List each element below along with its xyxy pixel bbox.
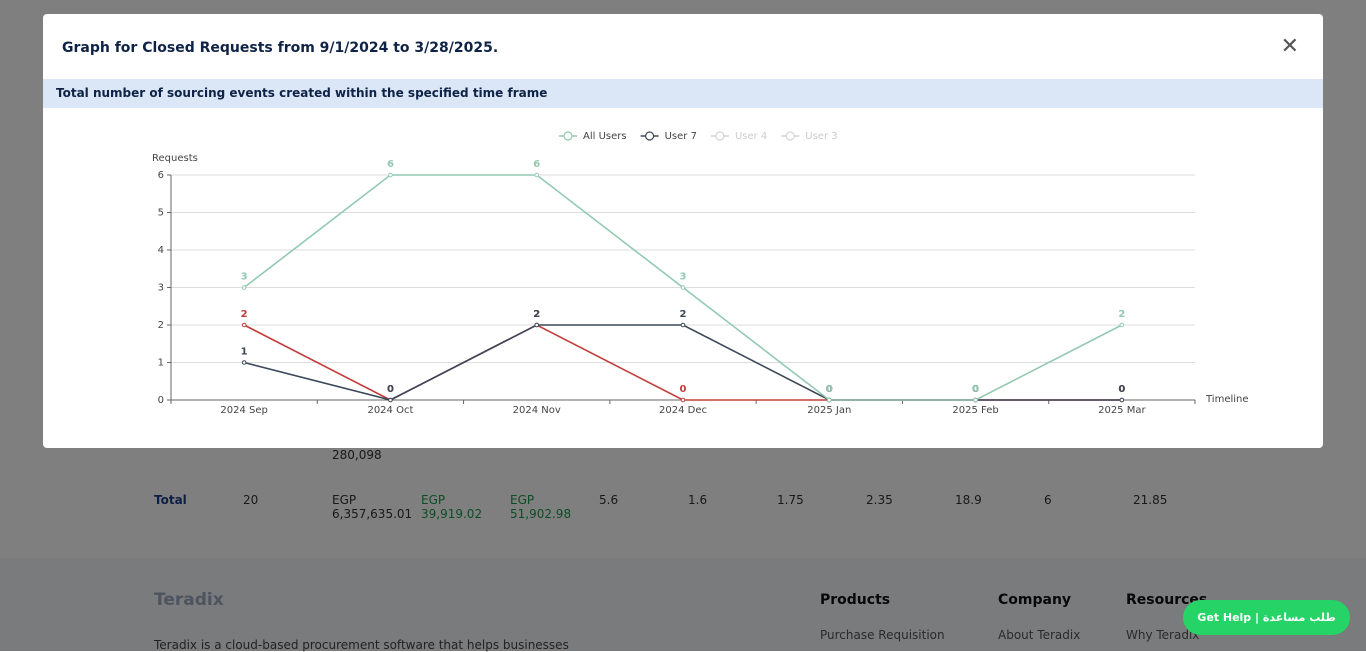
- data-label: 1: [241, 347, 248, 358]
- point: [1120, 398, 1124, 402]
- help-button[interactable]: Get Help | طلب مساعدة: [1183, 600, 1350, 635]
- subtitle-band: Total number of sourcing events created …: [43, 79, 1323, 108]
- data-label: 3: [241, 272, 248, 283]
- y-tick-label: 5: [158, 208, 164, 219]
- data-label: 0: [972, 384, 979, 395]
- legend-label[interactable]: User 4: [735, 131, 767, 142]
- x-tick-label: 2024 Nov: [513, 405, 561, 416]
- point: [242, 323, 246, 327]
- x-tick-label: 2025 Jan: [807, 405, 851, 416]
- point: [974, 398, 978, 402]
- x-tick-label: 2024 Oct: [367, 405, 413, 416]
- data-label: 2: [241, 309, 248, 320]
- modal-subtitle: Total number of sourcing events created …: [56, 86, 547, 100]
- data-label: 6: [387, 159, 394, 170]
- chart: Requests Timeline 0 1 2 3 4 5 6 2024 Sep 2024 Oct 2…: [43, 114, 1323, 454]
- data-label: 0: [680, 384, 687, 395]
- x-tick-label: 2024 Sep: [220, 405, 267, 416]
- legend-label[interactable]: All Users: [583, 131, 627, 142]
- y-tick-label: 0: [158, 395, 164, 406]
- x-tick-label: 2024 Dec: [659, 405, 707, 416]
- point: [389, 398, 393, 402]
- legend-label[interactable]: User 3: [805, 131, 837, 142]
- modal-title: Graph for Closed Requests from 9/1/2024 …: [62, 40, 498, 56]
- point: [242, 361, 246, 365]
- data-label: 2: [533, 309, 540, 320]
- data-label: 3: [680, 272, 687, 283]
- point: [535, 173, 539, 177]
- point: [681, 323, 685, 327]
- modal: Graph for Closed Requests from 9/1/2024 …: [43, 14, 1323, 448]
- point: [827, 398, 831, 402]
- point: [1120, 323, 1124, 327]
- y-tick-label: 4: [158, 245, 164, 256]
- x-tick-label: 2025 Feb: [952, 405, 998, 416]
- data-label: 2: [1118, 309, 1125, 320]
- y-axis-title: Requests: [152, 153, 198, 164]
- data-label: 0: [387, 384, 394, 395]
- x-tick-label: 2025 Mar: [1098, 405, 1146, 416]
- y-tick-label: 1: [158, 358, 164, 369]
- legend-marker: [786, 132, 794, 140]
- point: [681, 286, 685, 290]
- point: [389, 173, 393, 177]
- y-tick-label: 6: [158, 170, 164, 181]
- legend-label[interactable]: User 7: [665, 131, 697, 142]
- y-tick-label: 3: [158, 283, 164, 294]
- data-label: 2: [680, 309, 687, 320]
- legend-marker: [716, 132, 724, 140]
- data-label: 0: [826, 384, 833, 395]
- point: [535, 323, 539, 327]
- y-tick-label: 2: [158, 320, 164, 331]
- point: [242, 286, 246, 290]
- legend-marker: [646, 132, 654, 140]
- close-button[interactable]: ✕: [1281, 34, 1299, 59]
- x-axis-title: Timeline: [1205, 394, 1249, 405]
- point: [681, 398, 685, 402]
- legend-marker: [564, 132, 572, 140]
- data-label: 6: [533, 159, 540, 170]
- data-label: 0: [1118, 384, 1125, 395]
